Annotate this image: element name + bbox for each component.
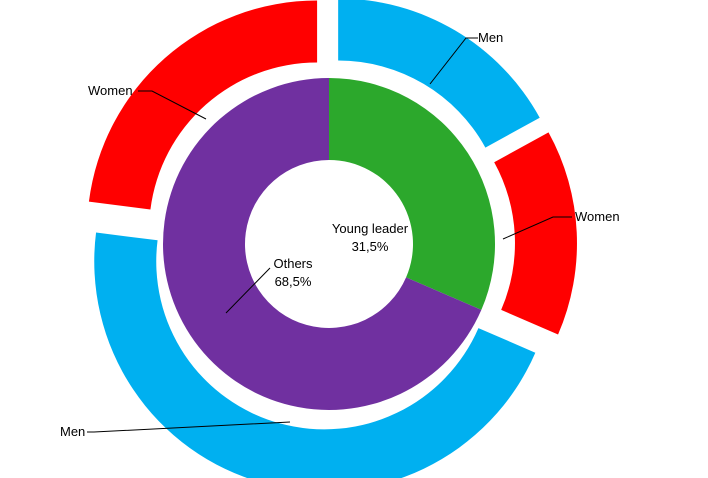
inner-slice-others — [163, 78, 482, 410]
outer-label-others-men: Men — [60, 424, 85, 439]
inner-ring — [163, 78, 495, 410]
leader-young-leader-men — [429, 37, 478, 85]
inner-label-others-value: 68,5% — [275, 274, 312, 289]
outer-label-young-leader-men: Men — [478, 30, 503, 45]
inner-label-young-leader-value: 31,5% — [352, 239, 389, 254]
leader-others-inner — [225, 267, 271, 314]
leader-others-women — [138, 90, 207, 120]
outer-ring — [88, 0, 577, 478]
leader-young-leader-women — [502, 216, 572, 240]
leader-others-men — [87, 421, 291, 433]
leader-lines — [87, 37, 572, 433]
outer-slice-others-women — [88, 0, 318, 210]
outer-slice-young-leader-men — [338, 0, 540, 148]
inner-label-young-leader-name: Young leader — [332, 221, 409, 236]
outer-slice-others-men — [94, 232, 536, 478]
outer-label-others-women: Women — [88, 83, 133, 98]
outer-label-young-leader-women: Women — [575, 209, 620, 224]
inner-label-others-name: Others — [273, 256, 313, 271]
inner-slice-young-leader — [329, 78, 495, 310]
outer-slice-young-leader-women — [494, 132, 577, 335]
